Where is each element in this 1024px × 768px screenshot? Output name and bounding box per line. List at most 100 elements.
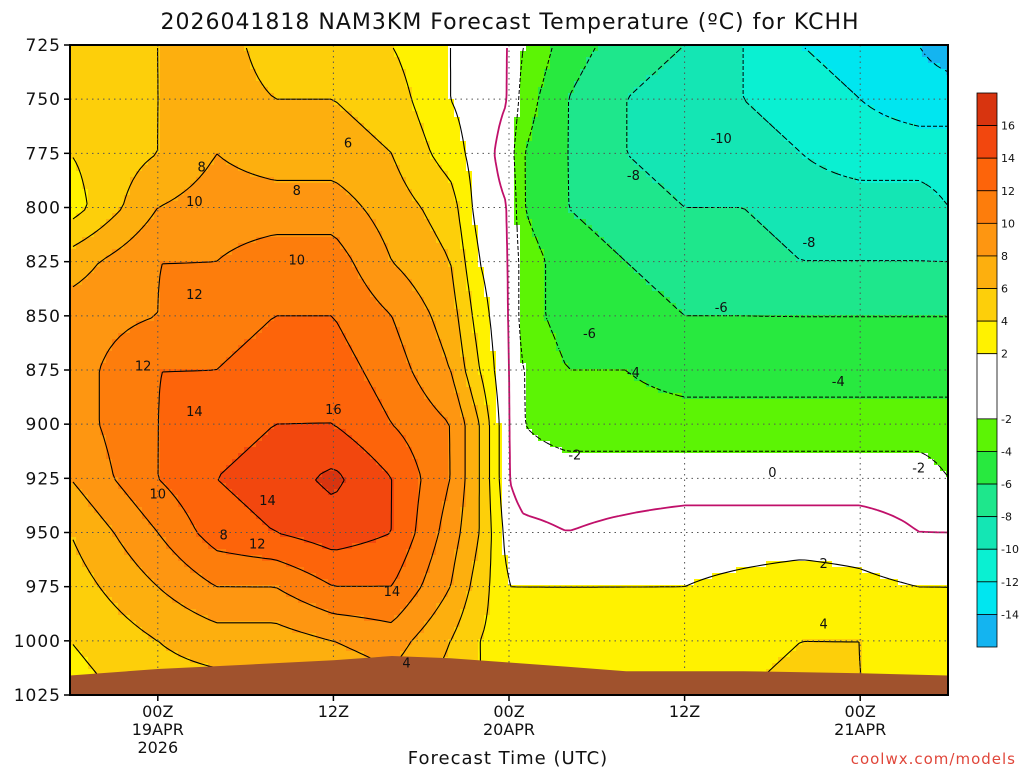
contour-label: 12 [135,360,152,375]
temperature-cell [94,507,143,514]
temperature-cell [202,537,305,544]
temperature-cell [472,183,515,190]
temperature-cell [418,633,455,640]
temperature-cell [460,237,479,244]
temperature-cell [382,141,431,148]
temperature-cell [448,465,467,472]
temperature-cell [394,315,431,322]
temperature-cell [70,597,113,604]
temperature-cell [550,45,599,52]
temperature-cell [388,531,413,538]
temperature-cell [424,297,455,304]
temperature-cell [118,483,167,490]
colorbar-band [976,483,998,518]
temperature-cell [448,177,473,184]
temperature-cell [478,345,491,352]
temperature-cell [520,249,545,256]
temperature-cell [430,219,461,226]
contour-label: -2 [912,462,925,477]
temperature-cell [262,435,353,442]
temperature-cell [70,207,83,214]
temperature-cell [394,489,419,496]
temperature-cell [160,297,377,304]
temperature-cell [670,189,935,196]
temperature-cell [544,309,683,316]
temperature-cell [394,495,419,502]
temperature-cell [160,111,353,118]
temperature-cell [442,597,467,604]
temperature-cell [490,315,521,322]
temperature-cell [400,57,449,64]
temperature-cell [586,63,665,70]
temperature-cell [514,129,533,136]
temperature-cell [646,381,948,388]
temperature-cell [454,375,467,382]
temperature-cell [136,171,203,178]
isotherm-16 [315,468,345,495]
temperature-cell [436,549,455,556]
colorbar-label: 2 [1001,348,1008,361]
colorbar-label: 4 [1001,315,1008,328]
temperature-cell [496,393,527,400]
temperature-cell [100,423,161,430]
temperature-cell [550,51,593,58]
temperature-cell [472,399,485,406]
temperature-cell [466,477,479,484]
temperature-cell [382,231,437,238]
temperature-cell [742,81,845,88]
temperature-cell [778,129,948,136]
temperature-cell [70,327,131,334]
temperature-cell [502,447,563,454]
temperature-cell [70,183,83,190]
temperature-cell [70,291,161,298]
temperature-cell [466,273,485,280]
temperature-cell [460,393,473,400]
temperature-cell [106,591,167,598]
temperature-cell [568,183,665,190]
contour-label: -4 [627,366,640,381]
credit-text: coolwx.com/models [851,750,1016,768]
temperature-cell [424,579,455,586]
temperature-cell [70,561,83,568]
temperature-cell [466,249,479,256]
temperature-cell [454,387,473,394]
temperature-cell [418,513,443,520]
temperature-cell [244,501,395,508]
temperature-cell [646,279,948,286]
temperature-cell [142,567,191,574]
temperature-cell [490,477,503,484]
temperature-cell [928,453,948,460]
temperature-cell [292,627,425,634]
temperature-cell [100,387,161,394]
temperature-cell [460,231,479,238]
temperature-cell [400,165,443,172]
temperature-cell [568,99,629,106]
temperature-cell [484,615,948,622]
temperature-cell [472,309,491,316]
temperature-cell [244,45,395,52]
temperature-cell [442,345,461,352]
temperature-cell [460,207,473,214]
temperature-cell [448,87,521,94]
temperature-cell [520,345,557,352]
temperature-cell [478,237,521,244]
temperature-cell [826,165,948,172]
temperature-cell [70,81,161,88]
temperature-cell [364,375,419,382]
temperature-cell [160,639,335,646]
temperature-cell [478,243,521,250]
temperature-cell [304,537,377,544]
temperature-cell [454,579,473,586]
temperature-cell [526,141,569,148]
temperature-cell [496,405,527,412]
temperature-cell [544,315,948,322]
temperature-cell [340,105,413,112]
temperature-cell [520,111,539,118]
temperature-cell [388,147,431,154]
temperature-cell [250,51,395,58]
temperature-cell [448,489,467,496]
temperature-cell [340,327,401,334]
temperature-cell [466,417,479,424]
x-tick-label: 00Z [845,702,876,721]
temperature-cell [448,441,467,448]
